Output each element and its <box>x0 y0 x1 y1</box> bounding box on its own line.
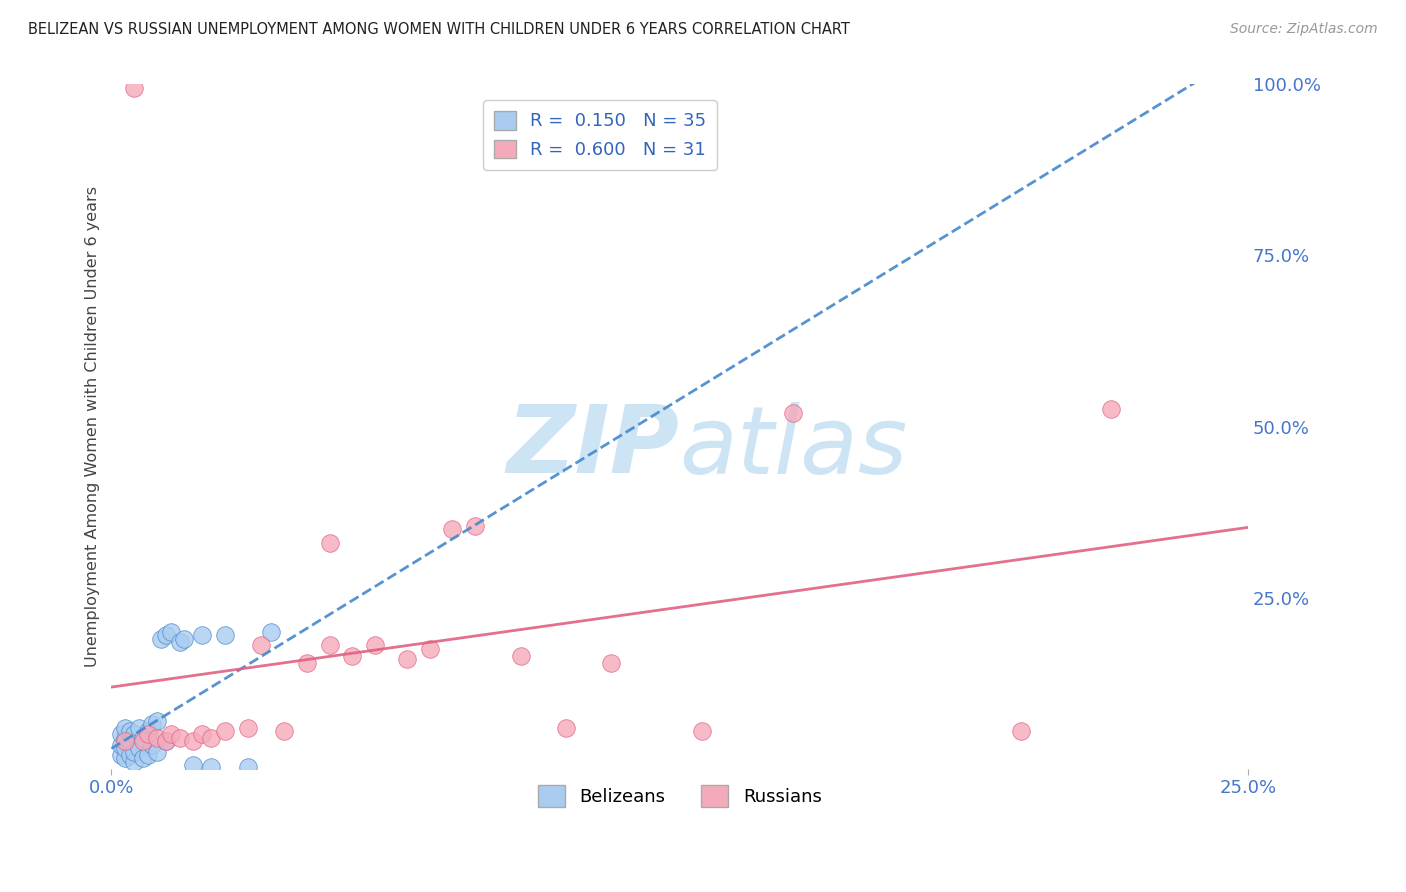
Point <box>782 406 804 420</box>
Point <box>159 727 181 741</box>
Point <box>146 731 169 745</box>
Point <box>509 648 531 663</box>
Text: atlas: atlas <box>679 401 908 492</box>
Point <box>441 522 464 536</box>
Point <box>555 721 578 735</box>
Point <box>181 734 204 748</box>
Point <box>236 759 259 773</box>
Point <box>395 652 418 666</box>
Point <box>692 724 714 739</box>
Y-axis label: Unemployment Among Women with Children Under 6 years: Unemployment Among Women with Children U… <box>86 186 100 667</box>
Point <box>136 747 159 762</box>
Point <box>118 724 141 739</box>
Point <box>114 751 136 765</box>
Point <box>155 734 177 748</box>
Point <box>150 632 173 646</box>
Point <box>169 731 191 745</box>
Point <box>364 639 387 653</box>
Point <box>342 648 364 663</box>
Point <box>118 734 141 748</box>
Point <box>1101 402 1123 417</box>
Point <box>136 724 159 739</box>
Point <box>1010 724 1032 739</box>
Point <box>118 747 141 762</box>
Point <box>419 641 441 656</box>
Point <box>273 724 295 739</box>
Legend: Belizeans, Russians: Belizeans, Russians <box>530 778 830 814</box>
Text: BELIZEAN VS RUSSIAN UNEMPLOYMENT AMONG WOMEN WITH CHILDREN UNDER 6 YEARS CORRELA: BELIZEAN VS RUSSIAN UNEMPLOYMENT AMONG W… <box>28 22 851 37</box>
Point <box>191 628 214 642</box>
Point <box>169 635 191 649</box>
Point <box>110 747 132 762</box>
Point <box>155 734 177 748</box>
Point <box>132 751 155 765</box>
Point <box>318 639 340 653</box>
Point <box>114 731 136 745</box>
Point <box>155 628 177 642</box>
Text: Source: ZipAtlas.com: Source: ZipAtlas.com <box>1230 22 1378 37</box>
Point <box>122 80 145 95</box>
Point <box>191 727 214 741</box>
Point <box>141 717 163 731</box>
Point <box>214 724 236 739</box>
Point <box>122 745 145 759</box>
Point <box>114 734 136 748</box>
Point <box>159 624 181 639</box>
Point <box>114 721 136 735</box>
Point <box>110 727 132 741</box>
Point <box>600 656 623 670</box>
Point <box>128 741 150 756</box>
Point <box>259 624 281 639</box>
Point <box>114 741 136 756</box>
Text: ZIP: ZIP <box>506 401 679 493</box>
Point <box>464 518 486 533</box>
Point <box>173 632 195 646</box>
Point <box>214 628 236 642</box>
Point <box>132 731 155 745</box>
Point <box>110 738 132 752</box>
Point <box>295 656 318 670</box>
Point <box>128 721 150 735</box>
Point <box>132 734 155 748</box>
Point <box>146 745 169 759</box>
Point <box>318 536 340 550</box>
Point <box>122 755 145 769</box>
Point <box>136 727 159 741</box>
Point <box>181 758 204 772</box>
Point <box>236 721 259 735</box>
Point <box>250 639 273 653</box>
Point <box>200 731 222 745</box>
Point <box>141 738 163 752</box>
Point <box>146 714 169 728</box>
Point <box>122 727 145 741</box>
Point <box>200 759 222 773</box>
